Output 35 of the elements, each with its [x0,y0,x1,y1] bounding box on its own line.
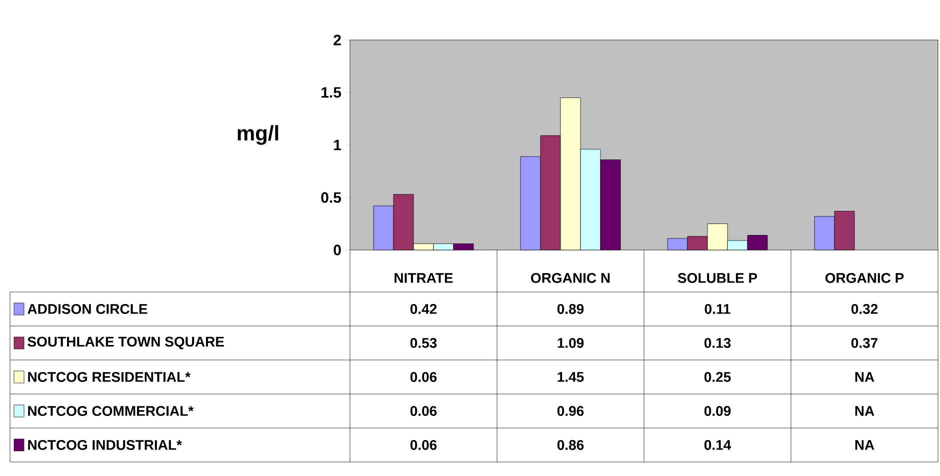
data-label: 0.06 [410,372,437,382]
text: NA [855,372,874,382]
data-label: 0.96 [557,406,584,416]
data-label: 0.13 [704,338,731,348]
data-label: 1.45 [558,372,584,382]
data-label: 0.89 [557,304,584,314]
data-label: 1.09 [558,338,584,348]
y-tick-label: 1 [334,140,342,150]
legend-label: NCTCOG INDUSTRIAL* [28,440,182,450]
data-label: 0.11 [704,304,730,314]
data-label: 0.37 [851,338,878,348]
y-tick-label: 0 [334,244,341,256]
data-label: 0.32 [851,304,878,314]
x-tick-label: SOLUBLE P [678,273,758,283]
legend-label: ADDISON CIRCLE [28,304,148,314]
y-tick-label: 2 [334,34,341,46]
y-tick-label: 1.5 [322,87,342,98]
text: NA [855,440,874,450]
x-tick-label: ORGANIC P [825,273,904,283]
legend-label: NCTCOG RESIDENTIAL* [28,372,191,382]
data-label: 0.42 [410,304,437,314]
legend-label: SOUTHLAKE TOWN SQUARE [28,336,224,350]
x-tick-label: ORGANIC N [531,273,610,283]
text: NA [855,406,874,416]
data-label: 0.86 [557,440,584,450]
y-axis-title: mg/l [238,125,278,145]
y-tick-label: 0.5 [321,192,342,203]
data-label: 0.06 [410,406,437,416]
x-tick-label: NITRATE [394,273,453,283]
legend-label: NCTCOG COMMERCIAL* [28,406,194,416]
data-label: 0.53 [410,338,437,348]
data-label: 0.09 [704,406,731,416]
data-label: 0.06 [410,440,437,450]
data-label: 0.14 [704,440,732,450]
data-label: 0.25 [704,372,731,382]
